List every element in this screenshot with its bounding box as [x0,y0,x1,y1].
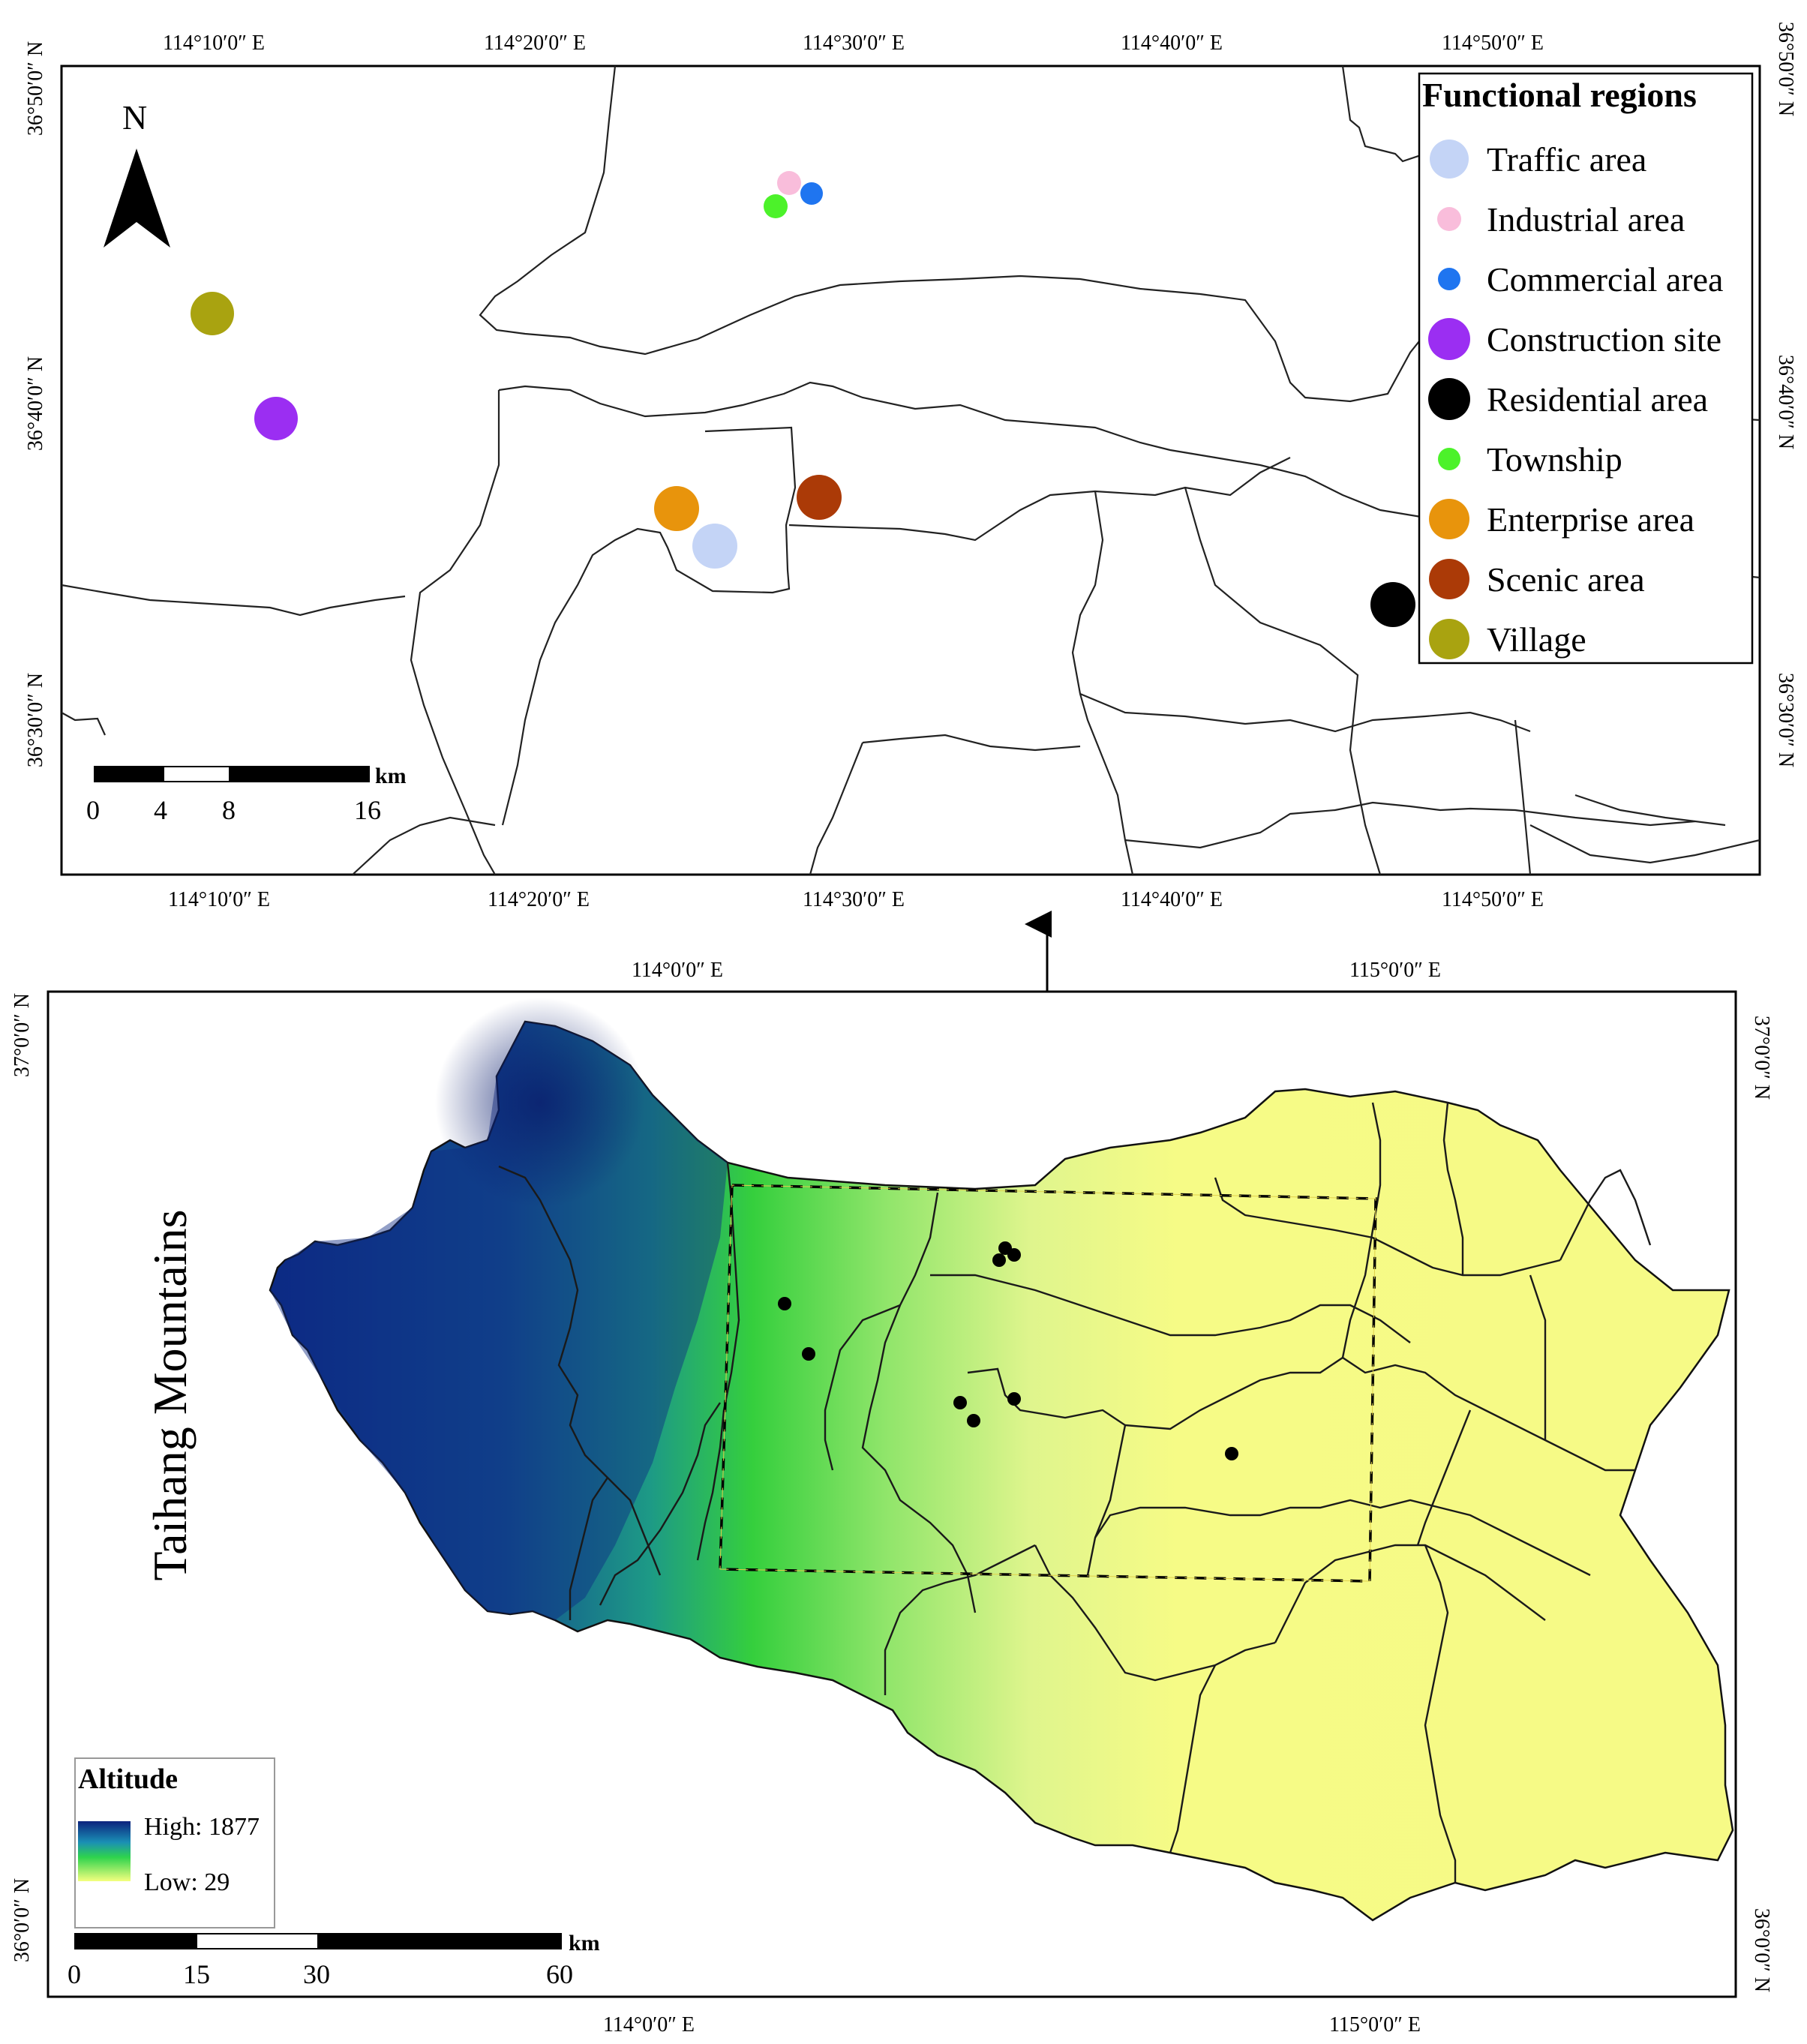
inset-scale-bar: 0 4 8 16 km [86,764,407,825]
legend-label-0: Traffic area [1487,140,1646,179]
legend-title: Functional regions [1422,76,1697,114]
sampling-point [1225,1447,1238,1460]
legend-swatch-1 [1437,207,1461,231]
legend-swatch-8 [1429,619,1469,659]
top-tick-1: 114°20′0″ E [484,32,586,55]
overview-left-tick-0: 37°0′0″ N [11,993,34,1077]
bottom-tick-4: 114°50′0″ E [1442,888,1544,911]
bottom-tick-1: 114°20′0″ E [488,888,590,911]
overview-scale-bar: 0 15 30 60 km [68,1931,600,1989]
sampling-point [778,1297,791,1310]
left-tick-0: 36°50′0″ N [24,41,47,136]
legend-label-3: Construction site [1487,320,1721,359]
legend-swatch-3 [1428,318,1470,360]
overview-right-tick-0: 37°0′0″ N [1750,1016,1773,1100]
sampling-point [1007,1392,1021,1406]
bottom-tick-0: 114°10′0″ E [168,888,270,911]
marker-village [191,292,234,335]
scale-label-8: 8 [222,795,236,825]
legend-swatch-0 [1430,140,1469,179]
sampling-point [802,1347,815,1361]
overview-coordinates: 114°0′0″ E 115°0′0″ E 114°0′0″ E 115°0′0… [11,959,1773,2036]
legend-swatch-4 [1428,378,1470,420]
overview-left-tick-1: 36°0′0″ N [11,1878,34,1962]
bottom-tick-3: 114°40′0″ E [1121,888,1223,911]
overview-scale-15: 15 [183,1959,210,1989]
overview-scale-unit: km [569,1931,600,1955]
overview-top-tick-1: 115°0′0″ E [1349,959,1441,982]
bottom-tick-2: 114°30′0″ E [803,888,905,911]
county-boundaries [498,1102,1652,1883]
north-arrow-icon [104,149,170,248]
legend-label-7: Scenic area [1487,560,1645,599]
overview-top-tick-0: 114°0′0″ E [632,959,723,982]
inset-coordinates: 114°10′0″ E 114°20′0″ E 114°30′0″ E 114°… [24,22,1797,911]
altitude-low-label: Low: 29 [144,1868,230,1896]
sampling-point [1007,1248,1021,1262]
legend-box [1418,72,1754,665]
legend-swatch-7 [1429,559,1469,599]
altitude-high-label: High: 1877 [144,1813,260,1841]
marker-enterprise-area [654,486,699,531]
scale-unit: km [375,764,407,788]
sampling-point [953,1396,967,1409]
left-tick-2: 36°30′0″ N [24,673,47,767]
overview-bottom-tick-0: 114°0′0″ E [603,2013,695,2036]
overview-map: Taihang Mountains Altitude High: 1877 Lo… [11,959,1773,2036]
overview-scale-30: 30 [303,1959,330,1989]
scale-label-16: 16 [354,795,381,825]
overview-bottom-tick-1: 115°0′0″ E [1329,2013,1421,2036]
north-arrow: N [104,98,170,248]
altitude-title: Altitude [78,1763,178,1795]
marker-construction-site [254,397,298,440]
top-tick-3: 114°40′0″ E [1121,32,1223,55]
legend-label-6: Enterprise area [1487,500,1694,539]
legend-swatch-5 [1438,448,1460,470]
right-tick-1: 36°40′0″ N [1774,355,1797,449]
functional-regions-legend: Functional regions Traffic area Industria… [1418,72,1754,665]
legend-label-5: Township [1487,440,1622,479]
top-tick-2: 114°30′0″ E [803,32,905,55]
scale-label-4: 4 [154,795,167,825]
legend-swatch-6 [1429,499,1469,539]
overview-scale-0: 0 [68,1959,81,1989]
scale-label-0: 0 [86,795,100,825]
north-letter: N [122,98,147,137]
legend-label-8: Village [1487,620,1586,659]
altitude-colorbar [78,1821,131,1881]
sampling-point [992,1253,1006,1267]
overview-scale-60: 60 [546,1959,573,1989]
legend-label-1: Industrial area [1487,200,1685,239]
legend-label-4: Residential area [1487,380,1708,419]
region-label: Taihang Mountains [143,1210,197,1581]
legend-swatch-2 [1438,268,1460,290]
left-tick-1: 36°40′0″ N [24,356,47,451]
sampling-points [778,1241,1238,1460]
altitude-legend: Altitude High: 1877 Low: 29 [74,1757,275,1928]
marker-residential-area [1370,582,1415,627]
top-tick-0: 114°10′0″ E [163,32,265,55]
inset-map: N Functional regions Traffic area Industr… [24,22,1797,911]
marker-industrial-area [777,171,801,195]
marker-township [764,194,788,218]
legend-label-2: Commercial area [1487,260,1723,299]
marker-scenic-area [797,475,842,520]
marker-commercial-area [800,182,823,205]
peak-shading [435,998,645,1208]
marker-traffic-area [692,524,737,569]
overview-right-tick-1: 36°0′0″ N [1750,1908,1773,1992]
right-tick-2: 36°30′0″ N [1774,673,1797,767]
study-area-terrain [269,1020,1734,1922]
region-markers [191,171,1415,627]
right-tick-0: 36°50′0″ N [1774,22,1797,116]
sampling-point [967,1414,980,1427]
top-tick-4: 114°50′0″ E [1442,32,1544,55]
